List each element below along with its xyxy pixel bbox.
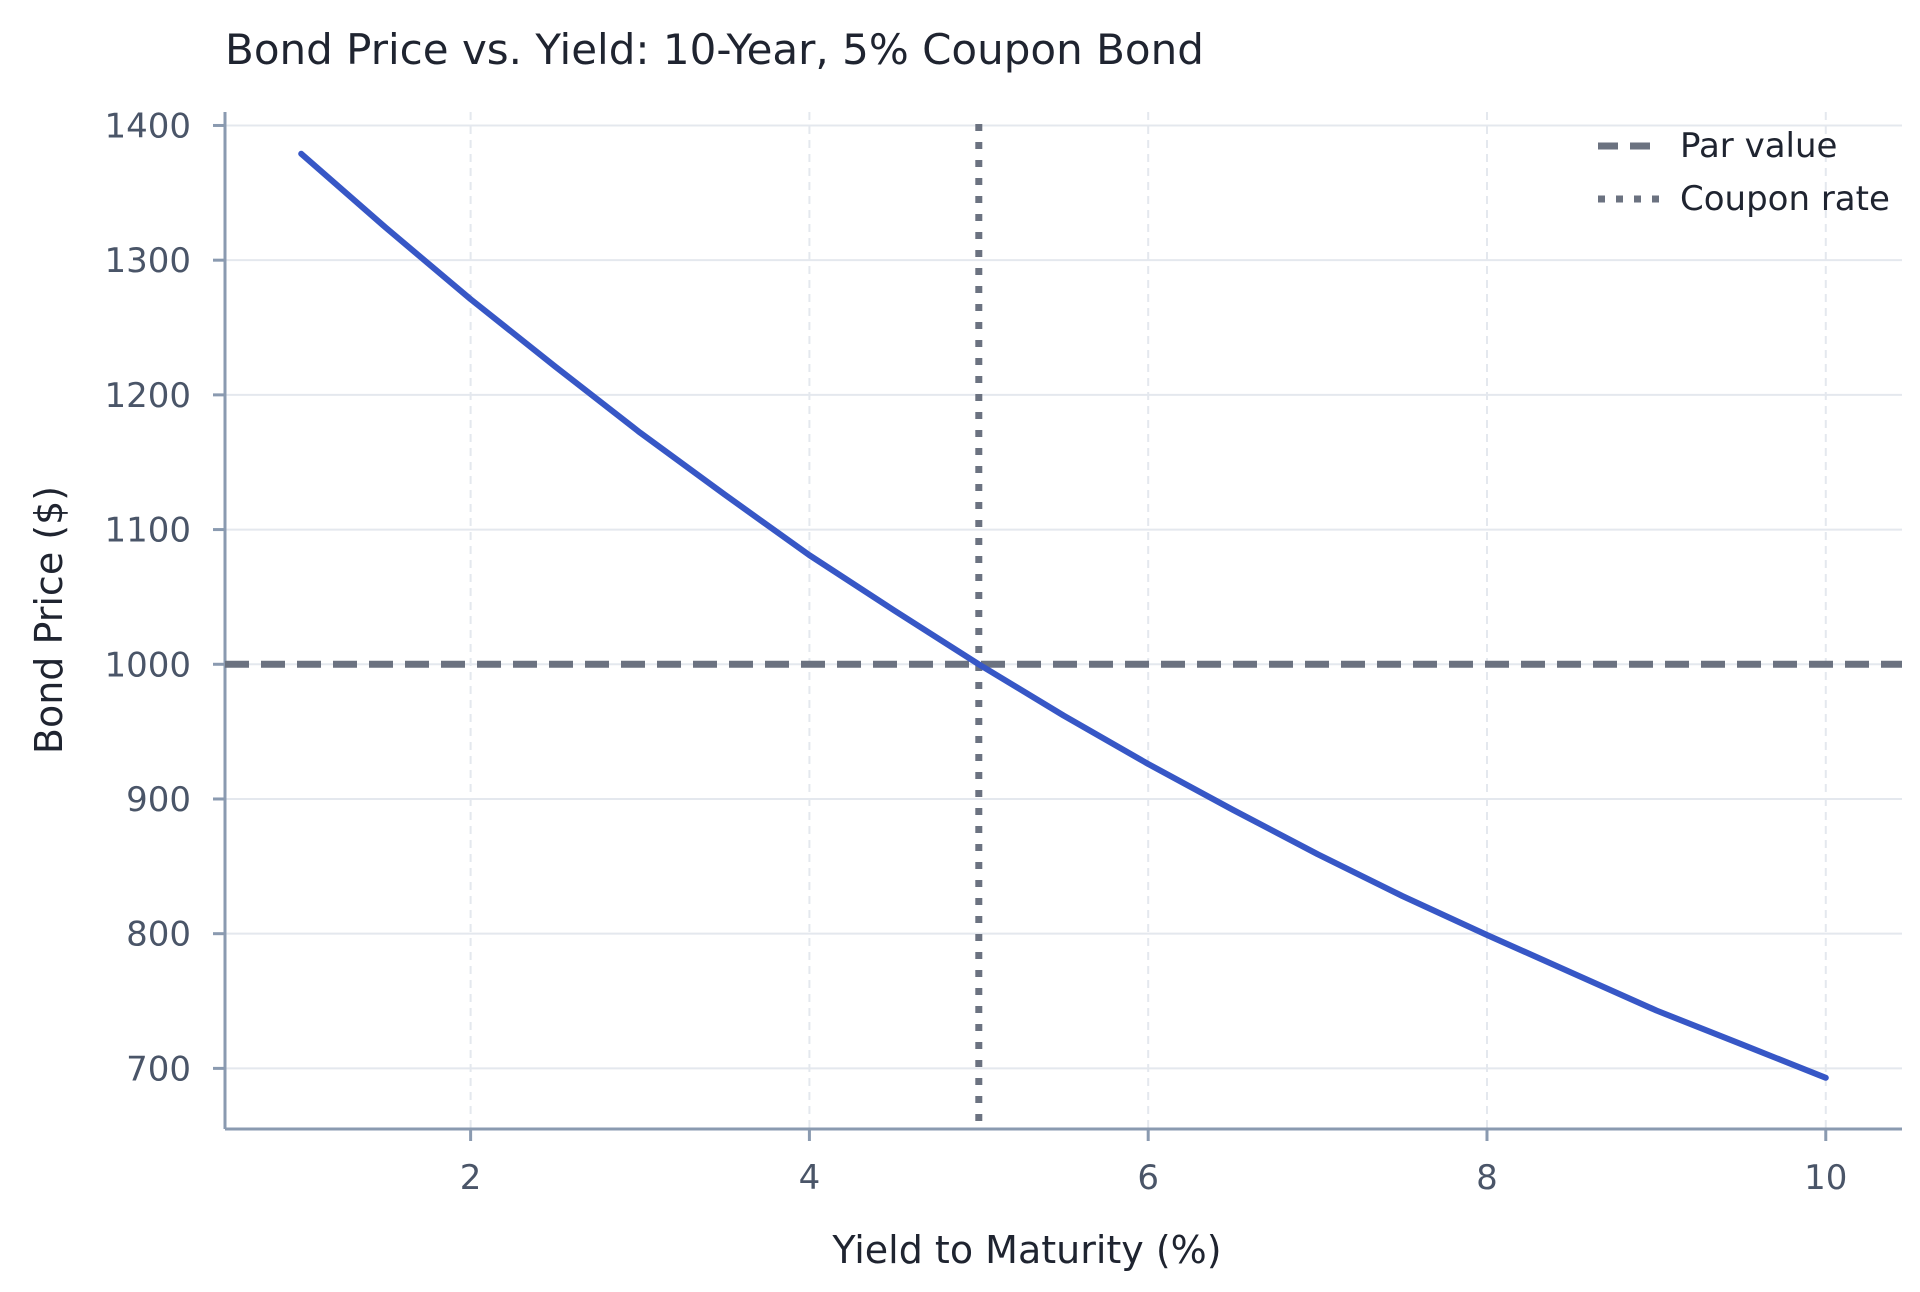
- ticks: 700 800 900 1000 1100 1200 1300 1400 2 4 6 8 10: [104, 106, 1847, 1198]
- y-tick-label: 1200: [104, 376, 191, 416]
- series: [298, 150, 1829, 1081]
- legend-par-value-label: Par value: [1680, 126, 1837, 166]
- legend: Par value Coupon rate: [1598, 126, 1890, 219]
- x-tick-label: 10: [1804, 1158, 1847, 1198]
- x-tick-label: 6: [1137, 1158, 1159, 1198]
- x-tick-label: 4: [799, 1158, 821, 1198]
- y-tick-label: 1000: [104, 645, 191, 685]
- chart-title: Bond Price vs. Yield: 10-Year, 5% Coupon…: [225, 25, 1204, 74]
- y-tick-label: 1100: [104, 511, 191, 551]
- y-axis-label: Bond Price ($): [27, 486, 71, 754]
- y-tick-label: 800: [126, 915, 191, 955]
- y-tick-label: 900: [126, 780, 191, 820]
- axes: [223, 112, 1902, 1131]
- grid: [225, 112, 1902, 1129]
- reference-lines: [225, 124, 1902, 1129]
- y-tick-label: 700: [126, 1049, 191, 1089]
- y-tick-label: 1300: [104, 241, 191, 281]
- x-tick-label: 2: [460, 1158, 482, 1198]
- y-tick-label: 1400: [104, 106, 191, 146]
- bond-price-curve: [298, 150, 1829, 1081]
- legend-coupon-rate-label: Coupon rate: [1680, 179, 1890, 219]
- x-tick-label: 8: [1476, 1158, 1498, 1198]
- x-axis-label: Yield to Maturity (%): [831, 1228, 1221, 1272]
